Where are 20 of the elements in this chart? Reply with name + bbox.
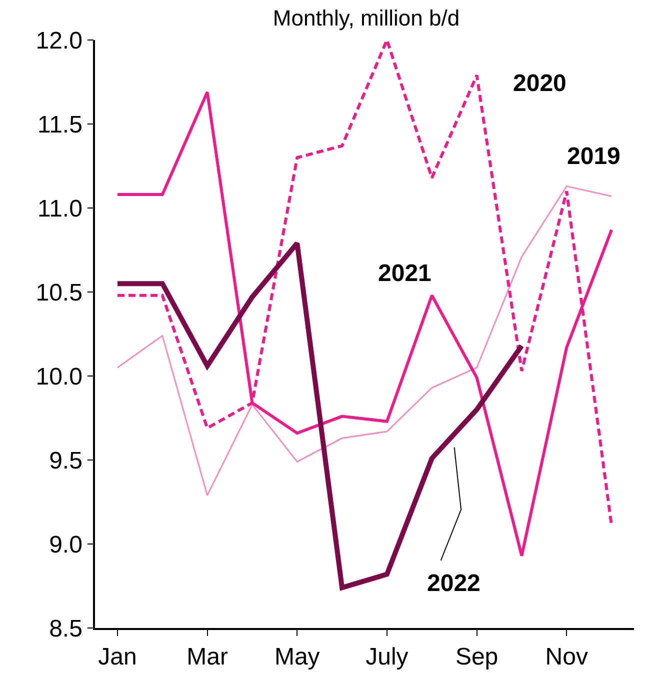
x-tick-label: May xyxy=(274,644,320,671)
y-tick-label: 10.5 xyxy=(36,279,82,306)
y-tick-label: 9.5 xyxy=(49,447,82,474)
series-label: 2019 xyxy=(567,143,620,170)
x-tick-label: Jan xyxy=(98,644,137,671)
y-tick-label: 10.0 xyxy=(36,363,82,390)
x-tick-label: Sep xyxy=(455,644,498,671)
line-series xyxy=(116,185,612,496)
y-tick-label: 8.5 xyxy=(49,615,82,642)
x-tick-label: July xyxy=(366,644,408,671)
chart-title: Monthly, million b/d xyxy=(272,5,460,30)
series-label: 2021 xyxy=(378,260,432,287)
x-tick-label: Nov xyxy=(545,644,588,671)
series-label: 2020 xyxy=(513,70,566,97)
y-tick-label: 11.0 xyxy=(38,195,82,222)
x-tick-label: Mar xyxy=(186,644,228,671)
y-tick-label: 12.0 xyxy=(36,27,82,54)
series-label: 2022 xyxy=(427,570,480,597)
y-tick-label: 11.5 xyxy=(38,111,82,138)
y-tick-label: 9.0 xyxy=(49,531,82,558)
